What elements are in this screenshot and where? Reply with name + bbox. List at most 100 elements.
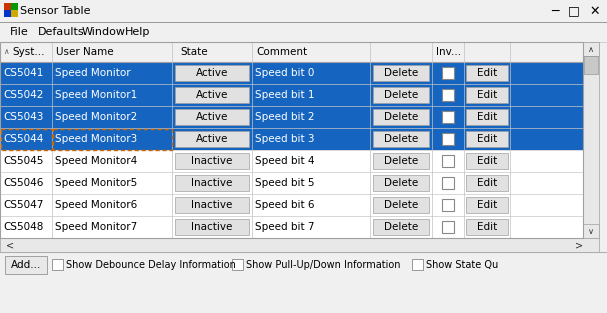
Bar <box>583 42 599 238</box>
Bar <box>11 3 18 10</box>
Bar <box>175 65 249 81</box>
Text: <: < <box>6 240 14 250</box>
Text: Speed Monitor: Speed Monitor <box>55 68 131 78</box>
Bar <box>175 175 249 191</box>
Text: Speed bit 7: Speed bit 7 <box>255 222 314 232</box>
Text: Speed bit 0: Speed bit 0 <box>255 68 314 78</box>
Bar <box>0 238 599 252</box>
Text: Speed bit 2: Speed bit 2 <box>255 112 314 122</box>
Bar <box>466 175 508 191</box>
Bar <box>0 194 583 216</box>
Bar <box>432 216 464 238</box>
Text: Speed bit 4: Speed bit 4 <box>255 156 314 166</box>
Bar <box>252 84 370 106</box>
Text: Active: Active <box>196 90 228 100</box>
Bar <box>0 106 583 128</box>
Text: CS5044: CS5044 <box>3 134 43 144</box>
Text: Defaults: Defaults <box>38 27 84 37</box>
Bar <box>466 131 508 147</box>
Text: Inactive: Inactive <box>191 200 232 210</box>
Text: Window: Window <box>82 27 126 37</box>
Text: Edit: Edit <box>477 222 497 232</box>
Text: Help: Help <box>125 27 151 37</box>
Bar <box>373 153 429 169</box>
Bar <box>0 150 583 172</box>
Text: ─: ─ <box>551 4 559 18</box>
Bar <box>466 87 508 103</box>
Text: Delete: Delete <box>384 200 418 210</box>
Text: Edit: Edit <box>477 156 497 166</box>
Bar <box>0 42 583 238</box>
Bar <box>583 42 599 56</box>
Bar <box>373 219 429 235</box>
Text: Speed bit 5: Speed bit 5 <box>255 178 314 188</box>
Bar <box>175 197 249 213</box>
Text: CS5042: CS5042 <box>3 90 43 100</box>
Text: Speed Monitor7: Speed Monitor7 <box>55 222 137 232</box>
Bar <box>442 67 454 79</box>
Bar <box>442 89 454 101</box>
Text: Inactive: Inactive <box>191 222 232 232</box>
Text: State: State <box>180 47 208 57</box>
Text: Comment: Comment <box>256 47 307 57</box>
Text: Delete: Delete <box>384 222 418 232</box>
Bar <box>466 109 508 125</box>
Text: CS5043: CS5043 <box>3 112 43 122</box>
Text: Edit: Edit <box>477 200 497 210</box>
Text: Edit: Edit <box>477 68 497 78</box>
Bar <box>0 84 583 106</box>
Text: ∧: ∧ <box>3 48 8 57</box>
Text: Speed Monitor3: Speed Monitor3 <box>55 134 137 144</box>
Text: Speed Monitor2: Speed Monitor2 <box>55 112 137 122</box>
Text: Delete: Delete <box>384 90 418 100</box>
Text: Inactive: Inactive <box>191 156 232 166</box>
Text: ∨: ∨ <box>588 227 594 235</box>
Bar <box>442 199 454 211</box>
Bar <box>252 106 370 128</box>
Bar <box>442 221 454 233</box>
Text: Edit: Edit <box>477 90 497 100</box>
Bar <box>1 129 52 150</box>
Bar <box>232 259 243 270</box>
Text: ✕: ✕ <box>590 4 600 18</box>
Text: Speed bit 3: Speed bit 3 <box>255 134 314 144</box>
Bar <box>4 10 11 17</box>
Bar <box>5 256 47 274</box>
Text: Speed Monitor4: Speed Monitor4 <box>55 156 137 166</box>
Text: Speed Monitor5: Speed Monitor5 <box>55 178 137 188</box>
Bar <box>252 194 370 216</box>
Text: File: File <box>10 27 29 37</box>
Text: Active: Active <box>196 112 228 122</box>
Text: Delete: Delete <box>384 112 418 122</box>
Bar <box>442 177 454 189</box>
Text: >: > <box>575 240 583 250</box>
Text: ∧: ∧ <box>588 44 594 54</box>
Bar <box>0 42 583 62</box>
Text: Speed bit 6: Speed bit 6 <box>255 200 314 210</box>
Bar <box>252 150 370 172</box>
Bar <box>466 153 508 169</box>
Bar <box>175 109 249 125</box>
Bar <box>175 131 249 147</box>
Bar <box>432 106 464 128</box>
Bar <box>466 65 508 81</box>
Bar <box>0 42 583 238</box>
Text: Show State Qu: Show State Qu <box>426 260 498 270</box>
Bar <box>175 153 249 169</box>
Bar <box>373 65 429 81</box>
Bar <box>432 84 464 106</box>
Bar <box>0 216 583 238</box>
Text: Sensor Table: Sensor Table <box>20 6 90 16</box>
Bar <box>252 216 370 238</box>
Text: Inactive: Inactive <box>191 178 232 188</box>
Bar <box>442 155 454 167</box>
Text: CS5048: CS5048 <box>3 222 43 232</box>
Bar <box>373 175 429 191</box>
Bar <box>0 62 583 84</box>
Bar <box>442 111 454 123</box>
Text: Speed Monitor1: Speed Monitor1 <box>55 90 137 100</box>
Bar <box>432 150 464 172</box>
Bar <box>432 62 464 84</box>
Bar <box>0 172 583 194</box>
Text: CS5046: CS5046 <box>3 178 43 188</box>
